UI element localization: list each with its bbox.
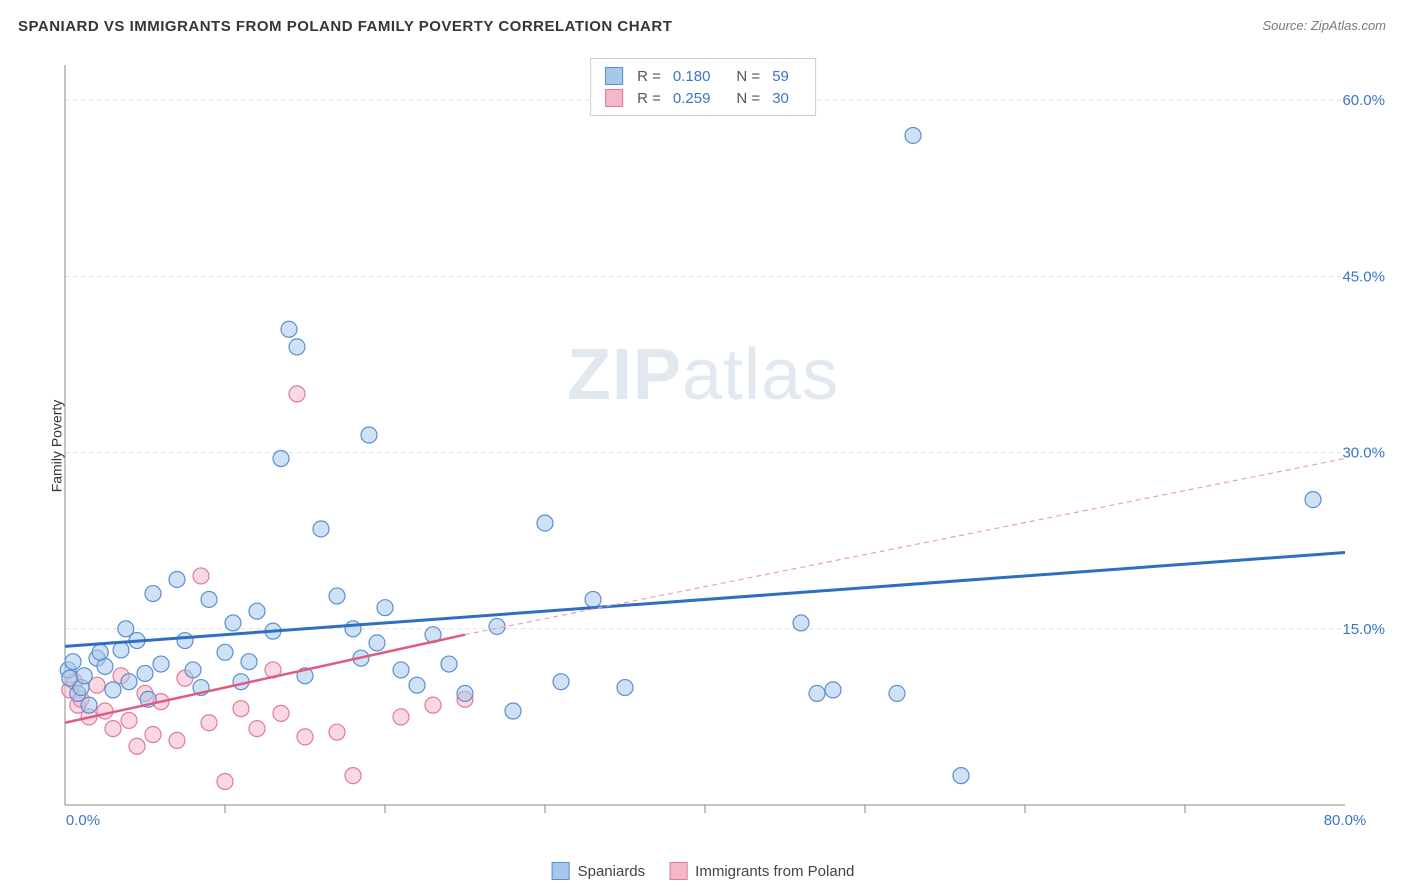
r-label: R =: [637, 90, 661, 107]
svg-text:15.0%: 15.0%: [1342, 621, 1385, 638]
svg-text:80.0%: 80.0%: [1324, 812, 1367, 825]
svg-text:60.0%: 60.0%: [1342, 92, 1385, 109]
r-value-1: 0.180: [673, 68, 711, 85]
r-label: R =: [637, 68, 661, 85]
chart-svg: 15.0% 30.0% 45.0% 60.0% 0.0% 80.0%: [55, 55, 1385, 825]
n-label: N =: [736, 68, 760, 85]
legend-item-spaniards: Spaniards: [552, 862, 646, 880]
chart-title: SPANIARD VS IMMIGRANTS FROM POLAND FAMIL…: [18, 18, 672, 35]
correlation-legend: R = 0.180 N = 59 R = 0.259 N = 30: [590, 58, 816, 116]
legend-row-series-2: R = 0.259 N = 30: [605, 87, 801, 109]
n-label: N =: [736, 90, 760, 107]
svg-text:45.0%: 45.0%: [1342, 268, 1385, 285]
chart-plot-area: 15.0% 30.0% 45.0% 60.0% 0.0% 80.0%: [55, 55, 1385, 825]
legend-item-poland: Immigrants from Poland: [669, 862, 854, 880]
legend-label-spaniards: Spaniards: [578, 863, 646, 880]
svg-text:0.0%: 0.0%: [66, 812, 100, 825]
svg-text:30.0%: 30.0%: [1342, 445, 1385, 462]
series-legend: Spaniards Immigrants from Poland: [552, 862, 855, 880]
source-attribution: Source: ZipAtlas.com: [1262, 18, 1386, 33]
legend-swatch-blue: [552, 862, 570, 880]
n-value-2: 30: [772, 90, 789, 107]
legend-swatch-pink: [605, 89, 623, 107]
r-value-2: 0.259: [673, 90, 711, 107]
legend-row-series-1: R = 0.180 N = 59: [605, 65, 801, 87]
chart-container: SPANIARD VS IMMIGRANTS FROM POLAND FAMIL…: [0, 0, 1406, 892]
legend-swatch-blue: [605, 67, 623, 85]
legend-swatch-pink: [669, 862, 687, 880]
legend-label-poland: Immigrants from Poland: [695, 863, 854, 880]
n-value-1: 59: [772, 68, 789, 85]
